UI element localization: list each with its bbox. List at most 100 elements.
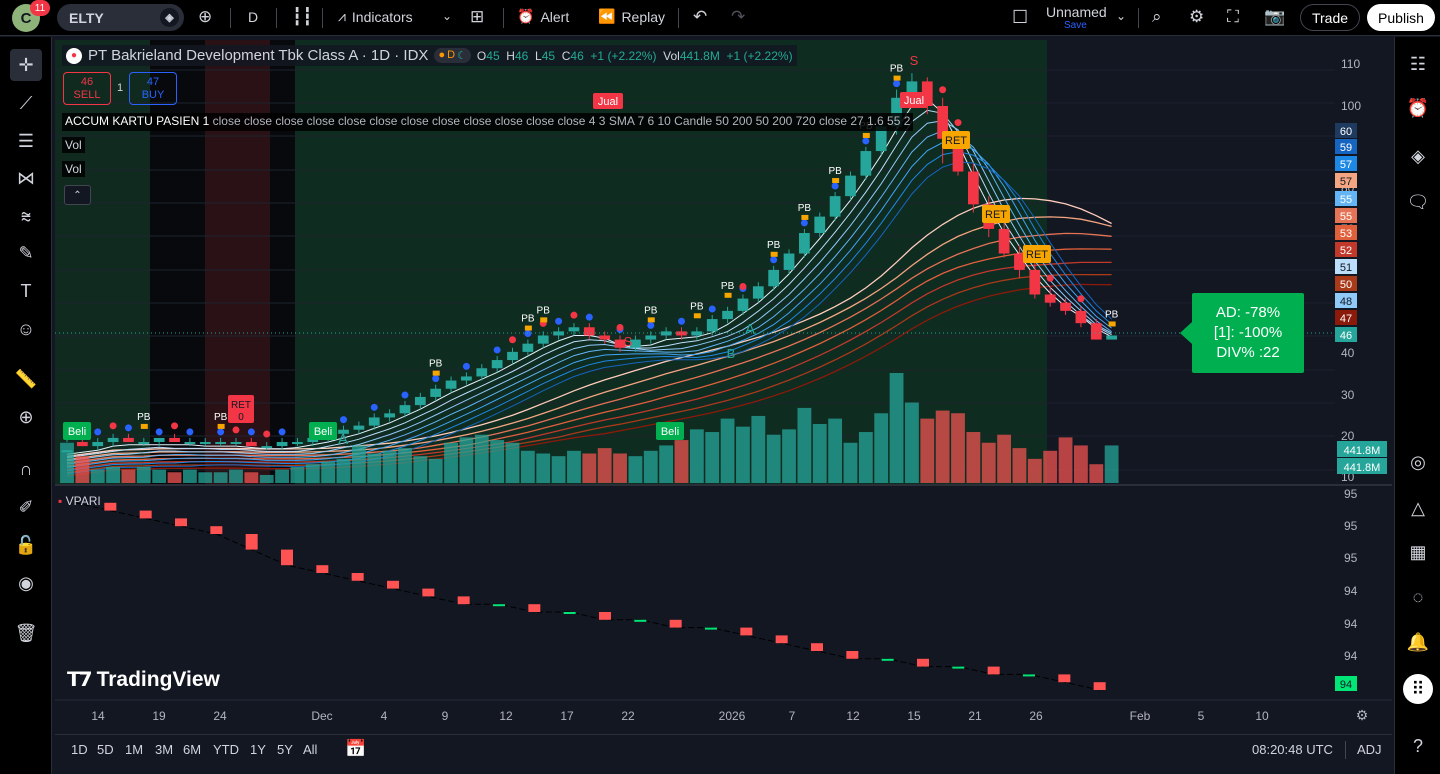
vpari-line [74,502,1100,691]
ruler-icon[interactable]: 📏 [14,368,38,389]
candle-body [522,343,534,352]
volume-bar [259,474,274,483]
volume-bar [336,458,351,483]
emoji-icon[interactable]: ☺ [16,318,36,339]
undo-icon[interactable]: ↶ [693,7,708,26]
vpari-bar [987,666,1000,675]
time-axis-label: 5 [1198,709,1205,723]
volume-bar [520,450,535,483]
prediction-icon[interactable]: ⩬ [20,205,32,226]
clock[interactable]: 08:20:48 UTC [1252,742,1333,757]
vpari-legend[interactable]: ▪ VPARI [58,494,101,508]
layout-dropdown-icon[interactable]: ⌄ [1116,9,1127,23]
fib-retracement-icon[interactable]: ☰ [17,130,35,151]
speedometer-icon[interactable]: ◎ [1410,451,1426,472]
vpari-axis-label: 95 [1344,519,1358,533]
indicator-legend[interactable]: ACCUM KARTU PASIEN 1 close close close c… [62,113,914,131]
replay-button[interactable]: ⏪ Replay [598,8,665,25]
range-5y[interactable]: 5Y [277,742,293,757]
camera-snapshot-icon[interactable]: 📷 [1264,7,1286,26]
magnet-icon[interactable]: ∩ [19,458,33,479]
settings-gear-icon[interactable]: ⚙ [1189,7,1205,26]
calendar-icon[interactable]: ▦ [1409,541,1427,562]
signal-dot-blue [555,317,563,325]
volume-bar [459,437,474,483]
redo-icon[interactable]: ↷ [731,7,746,26]
quick-search-icon[interactable]: ⌕ [1152,7,1162,26]
date-range-icon[interactable]: 📅 [345,739,367,758]
buy-button[interactable]: 47 BUY [129,72,177,105]
add-symbol-icon[interactable]: ⊕ [198,7,213,26]
sell-button[interactable]: 46 SELL [63,72,111,105]
adj-toggle[interactable]: ADJ [1357,742,1382,757]
collapse-legend-icon[interactable]: ⌃ [64,185,91,205]
watchlist-icon[interactable]: ☷ [1409,53,1427,74]
eye-icon[interactable]: ◉ [18,572,34,593]
volume-bar [444,442,458,483]
vpari-bar [740,627,753,636]
vpari-axis-label: 95 [1344,551,1358,565]
range-1m[interactable]: 1M [125,742,144,757]
jual-label: Jual [904,95,924,107]
candle-body [414,396,426,406]
indicators-button[interactable]: ⩘ Indicators [338,8,413,25]
templates-grid-icon[interactable]: ⊞ [470,7,485,26]
candle-type-icon[interactable]: ┇┇ [292,7,313,26]
signal-a-label: A [745,321,755,338]
signal-box: AD: -78% [1]: -100% DIV% :22 [1192,293,1304,373]
time-axis-label: 7 [789,709,796,723]
vol-legend-2[interactable]: Vol [62,161,85,177]
layout-icon[interactable]: ☐ [1012,7,1029,27]
alerts-clock-icon[interactable]: ⏰ [1406,97,1430,118]
range-5d[interactable]: 5D [97,742,114,757]
interval-button[interactable]: D [248,9,259,25]
bg-zone-dark [150,40,205,485]
symbol-info-icon[interactable]: ◈ [160,8,179,27]
notifications-bell-icon[interactable]: 🔔 [1406,631,1430,652]
trash-icon[interactable]: 🗑 [14,622,38,643]
trendline-icon[interactable]: ⟋ [19,92,33,113]
symbol-title[interactable]: PT Bakrieland Development Tbk Class A · … [88,47,429,64]
price-chart[interactable]: 11010090807040302010PBPBPBPBPBPBPBPBPBPB… [55,40,1392,732]
crosshair-icon[interactable]: ✛ [10,49,42,81]
range-3m[interactable]: 3M [155,742,174,757]
text-tool-icon[interactable]: T [20,280,32,301]
fullscreen-icon[interactable]: ⛶ [1227,7,1239,26]
drawing-lock-icon[interactable]: ✐ [18,496,34,517]
lock-icon[interactable]: 🔓 [14,534,38,555]
zoom-in-icon[interactable]: ⊕ [18,406,34,427]
candle-body [722,310,733,320]
price-badge-value: 55 [1340,194,1352,206]
pb-label: PB [690,301,704,312]
indicators-dropdown-icon[interactable]: ⌄ [442,9,453,23]
apps-grid-icon[interactable]: ⠿ [1403,674,1433,704]
range-6m[interactable]: 6M [183,742,202,757]
volume-bar [198,472,213,483]
range-1y[interactable]: 1Y [250,742,266,757]
range-all[interactable]: All [303,742,318,757]
vol-legend-1[interactable]: Vol [62,137,85,153]
alert-button[interactable]: ⏰ Alert [517,8,569,25]
ideas-icon[interactable]: △ [1411,497,1425,518]
divider [230,8,231,28]
layout-name[interactable]: Unnamed Save [1046,4,1107,31]
chart-area[interactable]: 11010090807040302010PBPBPBPBPBPBPBPBPBPB… [55,40,1392,732]
bg-zone-green [295,40,1047,485]
pattern-icon[interactable]: ⋈ [17,167,35,188]
trade-button[interactable]: Trade [1300,4,1360,31]
chat-icon[interactable]: 🗨 [1406,191,1430,212]
brush-icon[interactable]: ✎ [18,242,34,263]
save-label[interactable]: Save [1064,20,1087,31]
range-ytd[interactable]: YTD [213,742,239,757]
help-icon[interactable]: ? [1412,735,1423,756]
vpari-bar [917,658,929,667]
candle-body [399,405,411,414]
range-1d[interactable]: 1D [71,742,88,757]
publish-button[interactable]: Publish [1367,4,1435,31]
pb-label: PB [1105,309,1119,320]
candle-body [445,380,457,389]
layers-icon[interactable]: ◈ [1411,145,1425,166]
stream-icon[interactable]: ◌ [1412,586,1424,607]
symbol-search[interactable]: ELTY ◈ [57,4,184,31]
candle-body [276,442,288,447]
